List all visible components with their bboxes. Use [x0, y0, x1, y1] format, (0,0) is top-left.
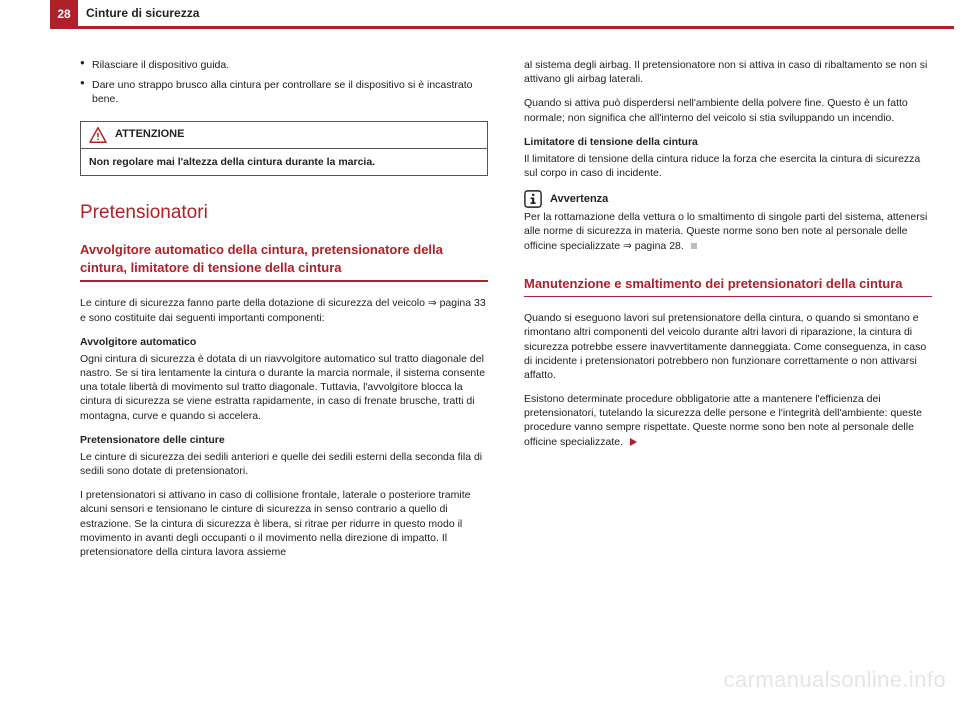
body-paragraph: I pretensionatori si attivano in caso di…: [80, 488, 488, 559]
header-rule: [50, 26, 954, 29]
note-label: Avvertenza: [550, 192, 608, 207]
page-header: 28 Cinture di sicurezza: [0, 0, 960, 38]
warning-body: Non regolare mai l'altezza della cintura…: [81, 149, 487, 175]
list-item: Rilasciare il dispositivo guida.: [80, 58, 488, 72]
body-paragraph: Le cinture di sicurezza dei sedili anter…: [80, 450, 488, 478]
body-paragraph: Esistono determinate procedure obbligato…: [524, 392, 932, 449]
note-paragraph: Per la rottamazione della vettura o lo s…: [524, 210, 932, 253]
note-text: Per la rottamazione della vettura o lo s…: [524, 211, 927, 251]
body-paragraph: Il limitatore di tensione della cintura …: [524, 152, 932, 180]
warning-label: ATTENZIONE: [115, 127, 184, 142]
warning-header: ATTENZIONE: [81, 122, 487, 149]
body-paragraph: Quando si attiva può disperdersi nell'am…: [524, 96, 932, 124]
bullet-text: Rilasciare il dispositivo guida.: [92, 59, 229, 71]
section-title: Pretensionatori: [80, 200, 488, 226]
body-paragraph: al sistema degli airbag. Il pretensionat…: [524, 58, 932, 86]
watermark: carmanualsonline.info: [724, 667, 946, 693]
info-icon: [524, 190, 542, 208]
paragraph-heading: Avvolgitore automatico: [80, 335, 488, 349]
note-header: Avvertenza: [524, 190, 932, 208]
subsection-rule: [524, 296, 932, 297]
content-columns: Rilasciare il dispositivo guida. Dare un…: [0, 38, 960, 569]
header-title: Cinture di sicurezza: [86, 6, 199, 20]
warning-icon: [89, 127, 107, 143]
paragraph-heading: Limitatore di tensione della cintura: [524, 135, 932, 149]
body-text: Esistono determinate procedure obbligato…: [524, 393, 922, 448]
page-number-badge: 28: [50, 0, 78, 28]
subsection-rule: [80, 280, 488, 282]
left-column: Rilasciare il dispositivo guida. Dare un…: [80, 58, 488, 569]
body-paragraph: Ogni cintura di sicurezza è dotata di un…: [80, 352, 488, 423]
bullet-list: Rilasciare il dispositivo guida. Dare un…: [80, 58, 488, 107]
body-paragraph: Quando si eseguono lavori sul pretension…: [524, 311, 932, 382]
subsection-title: Manutenzione e smaltimento dei pretensio…: [524, 275, 932, 293]
right-column: al sistema degli airbag. Il pretensionat…: [524, 58, 932, 569]
bullet-text: Dare uno strappo brusco alla cintura per…: [92, 79, 473, 105]
intro-text: Le cinture di sicurezza fanno parte dell…: [80, 297, 486, 323]
list-item: Dare uno strappo brusco alla cintura per…: [80, 78, 488, 106]
warning-box: ATTENZIONE Non regolare mai l'altezza de…: [80, 121, 488, 176]
paragraph-heading: Pretensionatore delle cinture: [80, 433, 488, 447]
continue-mark-icon: [630, 438, 637, 446]
intro-paragraph: Le cinture di sicurezza fanno parte dell…: [80, 296, 488, 324]
end-mark-icon: [691, 243, 697, 249]
page-number: 28: [57, 7, 70, 21]
subsection-title: Avvolgitore automatico della cintura, pr…: [80, 241, 488, 276]
